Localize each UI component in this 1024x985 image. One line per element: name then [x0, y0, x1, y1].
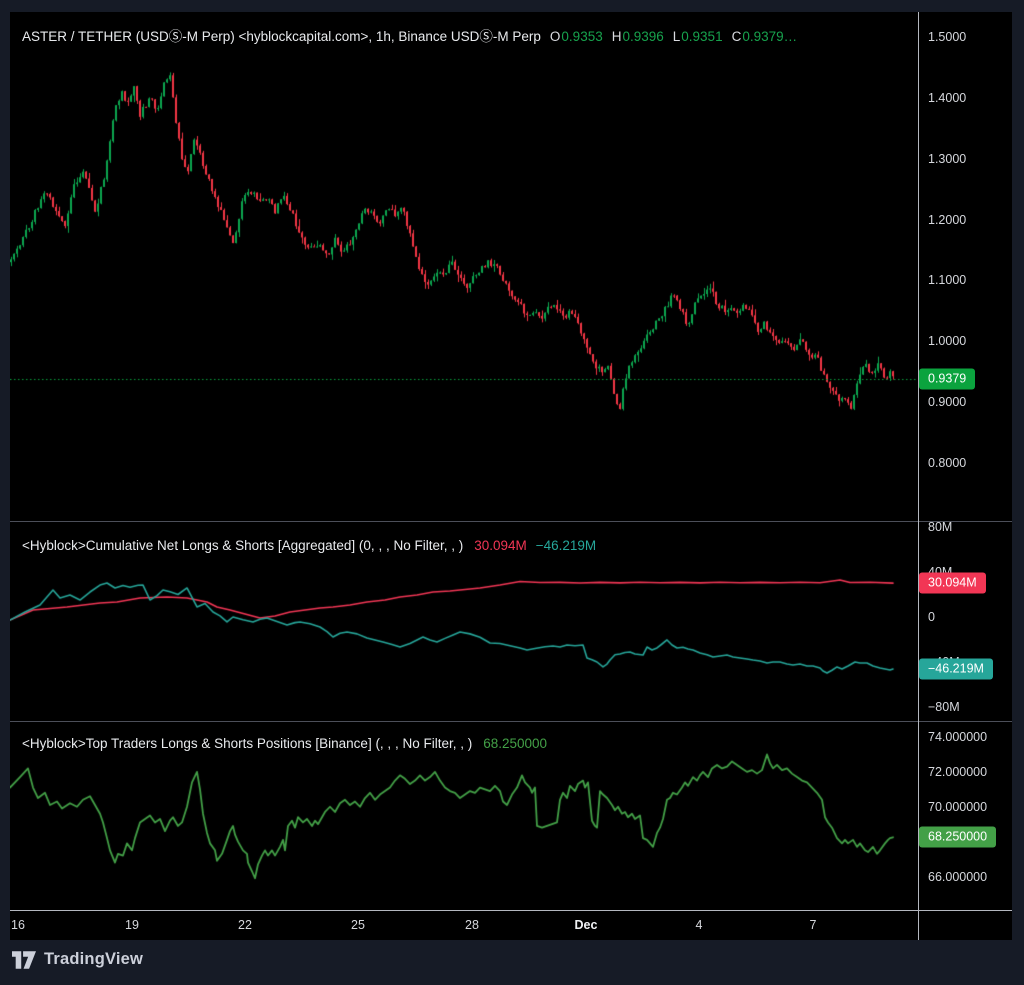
time-axis-label: 7 [809, 918, 817, 932]
last-value-badge: 68.250000 [919, 826, 997, 848]
low-label: L [672, 29, 681, 44]
price-axis-label: 0 [928, 610, 935, 624]
chart-container: ASTER / TETHER (USDⓈ-M Perp) <hyblockcap… [10, 12, 1012, 940]
open-value: 0.9353 [561, 29, 603, 44]
high-label: H [611, 29, 622, 44]
price-axis-label: −80M [928, 700, 960, 714]
symbol-title: ASTER / TETHER (USDⓈ-M Perp) <hyblockcap… [22, 29, 541, 44]
time-axis-label: Dec [574, 918, 598, 932]
time-axis-label: 22 [238, 918, 252, 932]
indicator-title: <Hyblock>Cumulative Net Longs & Shorts [… [22, 538, 464, 553]
price-axis-label: 1.1000 [928, 273, 967, 288]
symbol-legend[interactable]: ASTER / TETHER (USDⓈ-M Perp) <hyblockcap… [22, 25, 797, 45]
price-axis-label: 1.2000 [928, 212, 967, 227]
indicator-title: <Hyblock>Top Traders Longs & Shorts Posi… [22, 736, 473, 751]
price-axis-label: 1.5000 [928, 30, 967, 44]
time-axis-label: 19 [125, 918, 139, 932]
close-value: 0.9379… [742, 29, 798, 44]
time-axis[interactable]: 16 19 22 25 28 Dec 4 7 [10, 911, 918, 940]
time-axis-label: 28 [465, 918, 479, 932]
net-longs-shorts-indicator-legend[interactable]: <Hyblock>Cumulative Net Longs & Shorts [… [22, 538, 596, 553]
pane-separator[interactable] [10, 721, 1012, 722]
low-value: 0.9351 [681, 29, 723, 44]
price-axis[interactable]: 1.5000 1.4000 1.3000 1.2000 1.1000 1.0000 0.90… [918, 12, 1012, 940]
time-axis-separator [10, 910, 1012, 911]
close-label: C [731, 29, 742, 44]
price-axis-label: 0.9000 [928, 395, 967, 410]
open-label: O [549, 29, 561, 44]
tradingview-logo-text: TradingView [44, 950, 144, 968]
price-axis-label: 72.000000 [928, 764, 988, 779]
top-traders-value: 68.250000 [483, 736, 548, 751]
price-axis-label: 1.4000 [928, 90, 967, 105]
price-axis-label: 0.8000 [928, 456, 967, 470]
time-axis-label: 25 [351, 918, 365, 932]
last-value-badge: −46.219M [919, 658, 993, 680]
price-axis-label: 1.0000 [928, 334, 967, 349]
price-axis-label: 80M [928, 520, 953, 534]
net-longs-value: 30.094M [474, 538, 527, 553]
price-axis-label: 70.000000 [928, 799, 988, 814]
tradingview-logo-icon [12, 950, 36, 969]
pane-separator[interactable] [10, 521, 1012, 522]
last-value-badge: 0.9379 [919, 368, 976, 390]
time-axis-label: 4 [695, 918, 703, 932]
last-value-badge: 30.094M [919, 572, 986, 594]
time-axis-label: 16 [11, 918, 25, 932]
price-axis-label: 1.3000 [928, 151, 967, 166]
tradingview-logo[interactable]: TradingView [12, 950, 143, 969]
price-axis-label: 66.000000 [928, 869, 988, 884]
net-shorts-value: −46.219M [535, 538, 597, 553]
top-traders-indicator-legend[interactable]: <Hyblock>Top Traders Longs & Shorts Posi… [22, 736, 547, 751]
price-axis-separator [918, 12, 919, 940]
price-axis-label: 74.000000 [928, 730, 988, 744]
chart-canvas[interactable] [10, 12, 918, 940]
high-value: 0.9396 [622, 29, 664, 44]
